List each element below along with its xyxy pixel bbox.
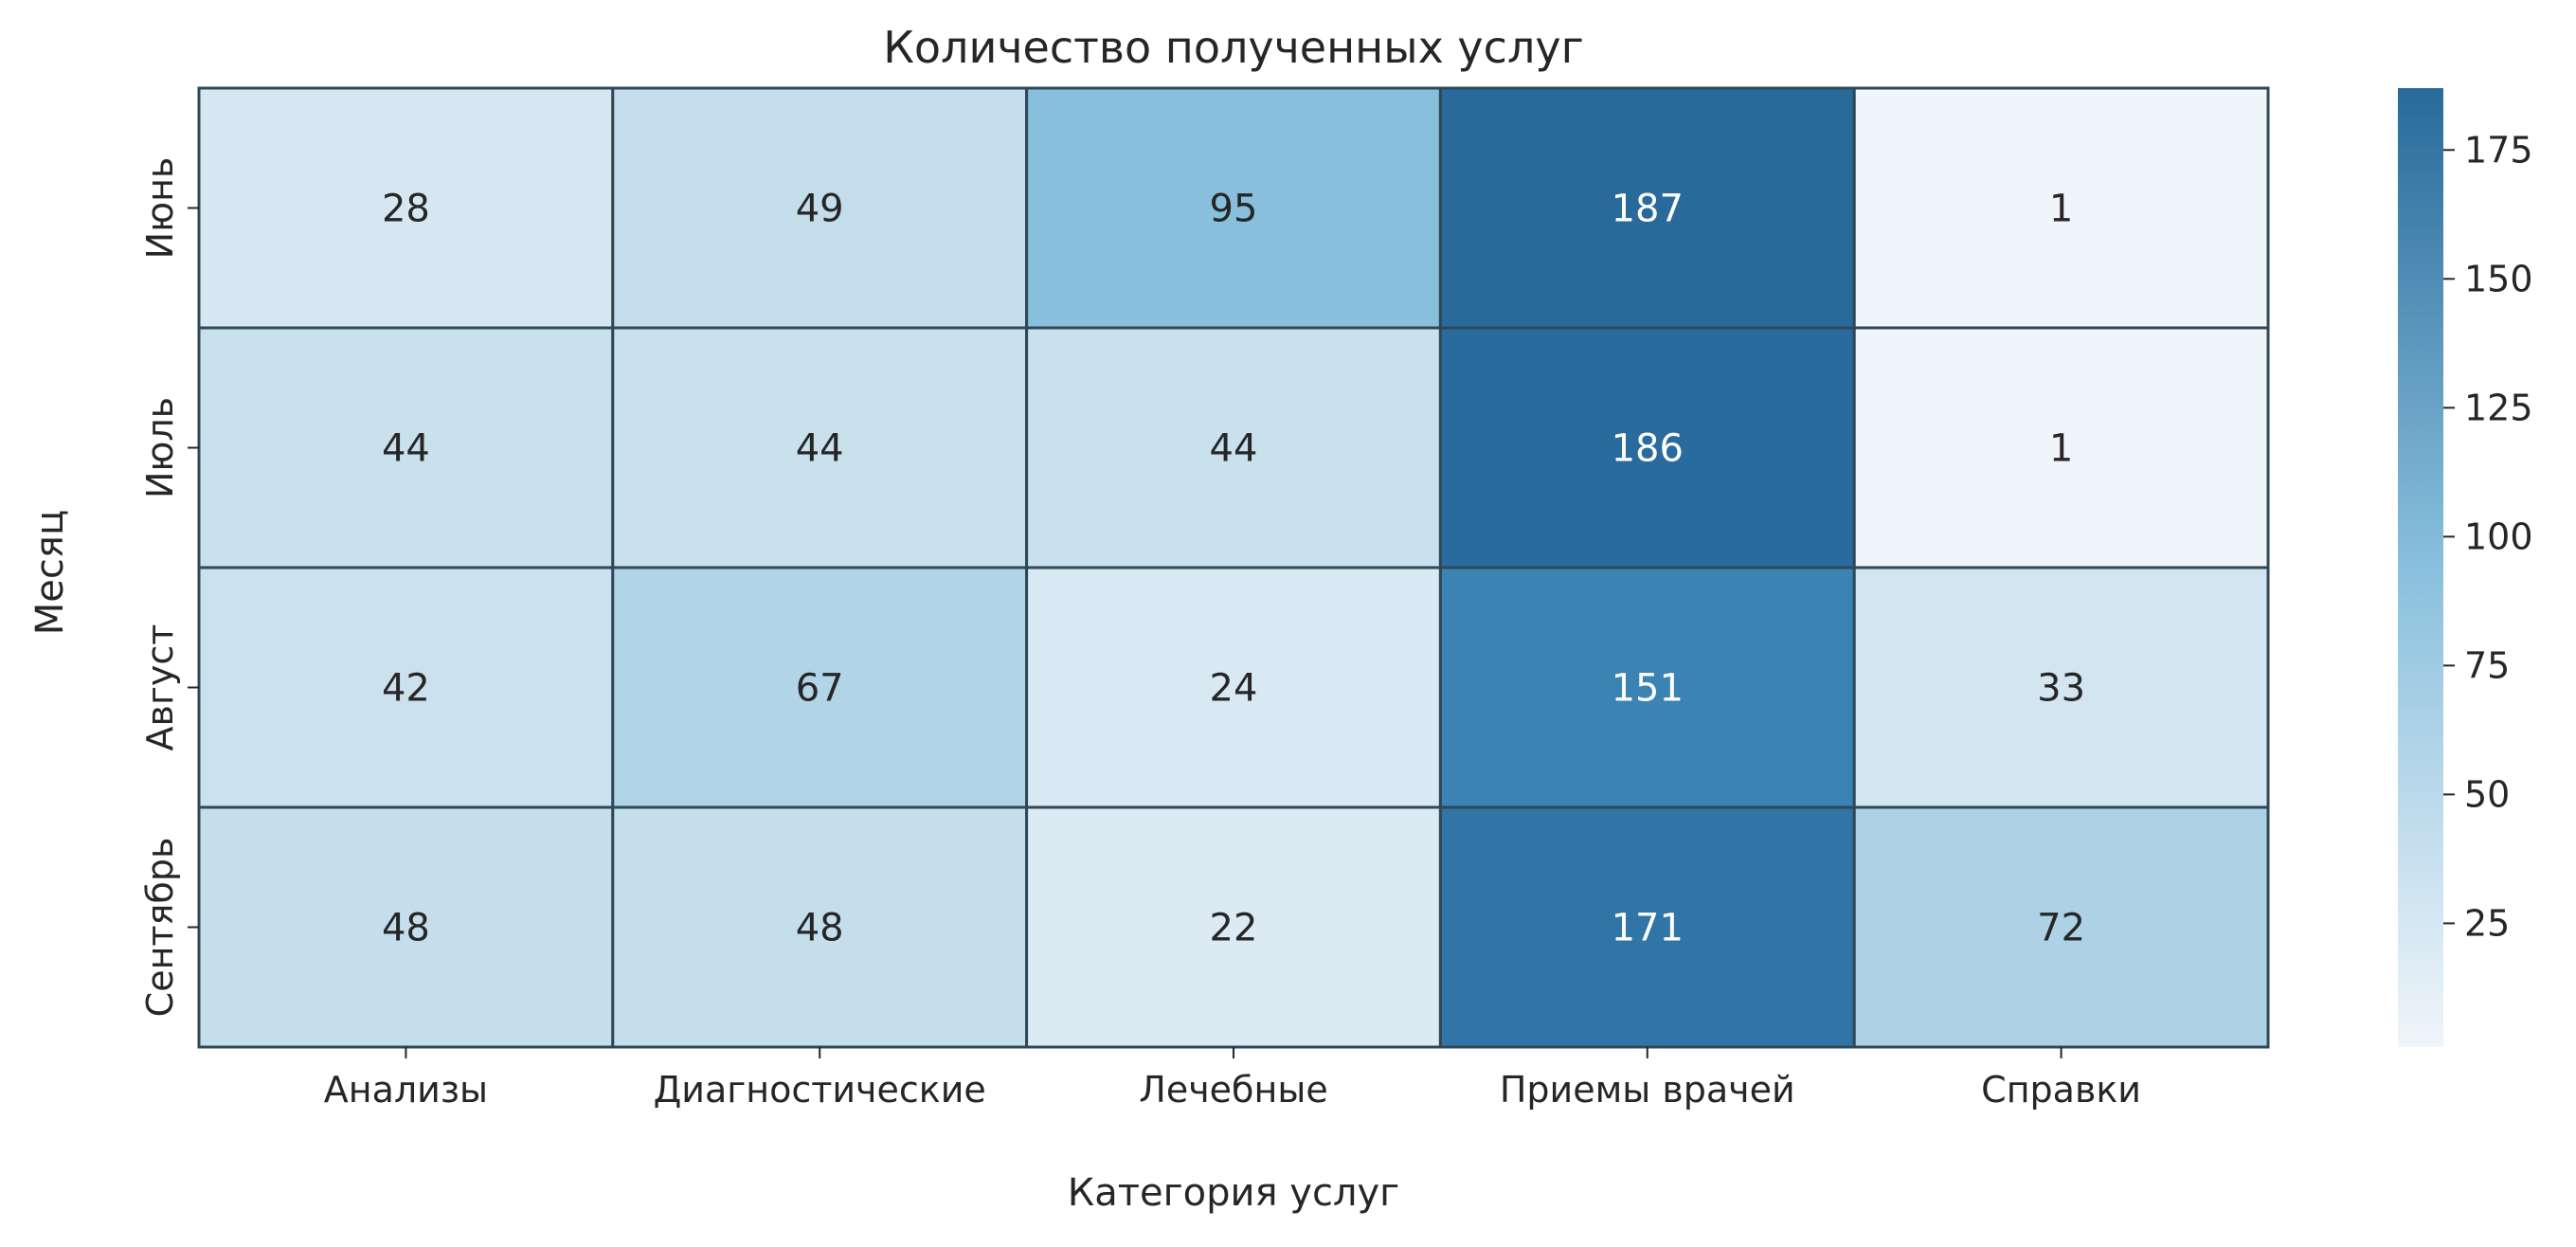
heatmap-cell: [1025, 805, 1442, 1049]
y-tick-label: Июль: [139, 397, 181, 498]
heatmap-cell: [197, 326, 615, 569]
heatmap-cell: [1438, 805, 1856, 1049]
cell-value-label: 33: [2037, 667, 2085, 711]
x-tick-label: Приемы врачей: [1500, 1069, 1795, 1111]
heatmap-cell: [611, 805, 1029, 1049]
heatmap-cell: [1852, 805, 2270, 1049]
cell-value-label: 44: [382, 427, 430, 471]
heatmap-cell: [1852, 566, 2270, 809]
x-axis-label: Категория услуг: [1068, 1171, 1399, 1215]
heatmap-cell: [611, 86, 1029, 330]
cell-value-label: 28: [382, 188, 430, 231]
cell-value-label: 171: [1612, 907, 1684, 950]
cell-value-label: 42: [382, 667, 430, 711]
cell-value-label: 44: [796, 427, 844, 471]
colorbar-tick-label: 150: [2464, 258, 2533, 299]
x-tick-label: Справки: [1981, 1069, 2141, 1111]
colorbar-tick-label: 75: [2464, 644, 2510, 686]
cell-value-label: 49: [796, 188, 844, 231]
cell-value-label: 48: [382, 907, 430, 950]
cell-value-label: 44: [1210, 427, 1258, 471]
y-axis-label: Месяц: [28, 510, 72, 635]
heatmap-cell: [1025, 86, 1442, 330]
colorbar-tick-label: 125: [2464, 387, 2533, 428]
cell-value-label: 48: [796, 907, 844, 950]
heatmap-cell: [1025, 566, 1442, 809]
heatmap-cell: [197, 86, 615, 330]
heatmap-cell: [1852, 86, 2270, 330]
cell-value-label: 186: [1612, 427, 1684, 471]
heatmap-cell: [611, 566, 1029, 809]
cell-value-label: 72: [2037, 907, 2085, 950]
colorbar: [2398, 88, 2443, 1047]
cell-value-label: 95: [1210, 188, 1258, 231]
cell-value-label: 1: [2049, 427, 2073, 471]
x-tick-label: Анализы: [324, 1069, 488, 1111]
colorbar-tick-label: 25: [2464, 902, 2510, 944]
heatmap-cell: [1438, 86, 1856, 330]
colorbar-ticks: 25 50 75 100 125 150 175: [2443, 129, 2533, 944]
chart-title: Количество полученных услуг: [883, 22, 1583, 73]
heatmap-cell: [1438, 566, 1856, 809]
cell-value-label: 187: [1612, 188, 1684, 231]
x-axis-ticks: Анализы Диагностические Лечебные Приемы вра…: [324, 1047, 2141, 1111]
y-axis-ticks: Июнь Июль Август Сентябрь: [139, 157, 199, 1018]
y-tick-label: Сентябрь: [139, 838, 181, 1018]
cell-value-label: 151: [1612, 667, 1684, 711]
heatmap-cells: 28 49 95 187 1 44 44 44 186 1 42 67 24 151 33 48 48 22 171…: [197, 86, 2270, 1049]
x-tick-label: Лечебные: [1139, 1069, 1327, 1111]
y-tick-label: Август: [139, 624, 181, 751]
heatmap-cell: [1852, 326, 2270, 569]
heatmap-cell: [1025, 326, 1442, 569]
colorbar-tick-label: 50: [2464, 773, 2510, 815]
cell-value-label: 1: [2049, 188, 2073, 231]
colorbar-tick-label: 175: [2464, 129, 2533, 171]
y-tick-label: Июнь: [139, 157, 181, 260]
colorbar-tick-label: 100: [2464, 515, 2533, 557]
x-tick-label: Диагностические: [654, 1069, 986, 1111]
cell-value-label: 24: [1210, 667, 1258, 711]
cell-value-label: 22: [1210, 907, 1258, 950]
cell-value-label: 67: [796, 667, 844, 711]
